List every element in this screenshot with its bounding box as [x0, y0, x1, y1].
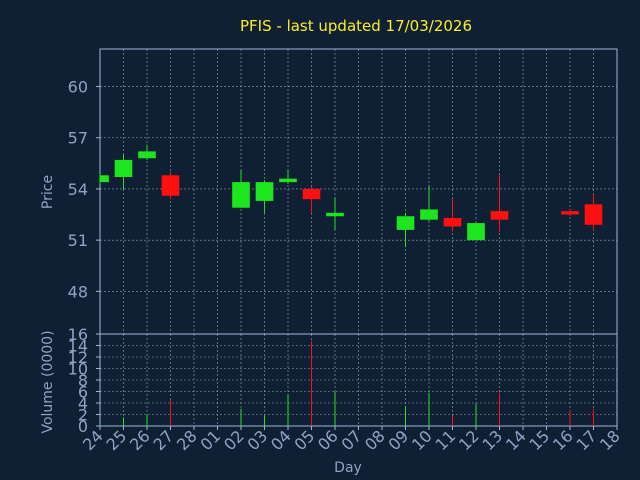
candle-body: [100, 175, 109, 183]
volume-tick-label: 2: [78, 406, 88, 425]
candle-body: [138, 151, 156, 159]
volume-tick-label: 0: [78, 417, 88, 436]
candle-body: [443, 217, 462, 227]
price-axis-label: Price: [40, 175, 56, 209]
volume-tick-label: 16: [68, 325, 88, 344]
price-tick-label: 48: [68, 282, 88, 301]
candle-body: [467, 223, 485, 241]
candle-body: [396, 216, 415, 230]
candle-body: [302, 188, 321, 200]
volume-tick-label: 8: [78, 371, 88, 390]
candle-body: [326, 212, 344, 217]
candle-body: [561, 211, 579, 215]
candle-body: [490, 211, 509, 220]
volume-tick-label: 4: [78, 394, 88, 413]
volume-tick-label: 10: [68, 360, 88, 379]
chart-title: PFIS - last updated 17/03/2026: [240, 17, 472, 35]
volume-tick-label: 14: [68, 337, 88, 356]
candle-body: [161, 175, 180, 196]
x-axis-label: Day: [334, 460, 362, 476]
volume-axis-label: Volume (0000): [40, 330, 56, 433]
price-tick-label: 51: [68, 231, 88, 250]
price-tick-label: 60: [68, 78, 88, 97]
candle-body: [114, 159, 133, 177]
candle-body: [279, 178, 297, 183]
price-panel: 48 51 54 57 60: [68, 48, 618, 335]
volume-tick-label: 6: [78, 383, 88, 402]
volume-tick-label: 12: [68, 348, 88, 367]
candle-body: [420, 209, 438, 220]
candle-body: [232, 182, 250, 208]
candle-body: [584, 204, 603, 225]
volume-panel: 0246810121416242526272801020304050607080…: [68, 325, 624, 454]
price-tick-label: 54: [68, 180, 88, 199]
price-tick-label: 57: [68, 129, 88, 148]
candle-body: [255, 182, 274, 201]
